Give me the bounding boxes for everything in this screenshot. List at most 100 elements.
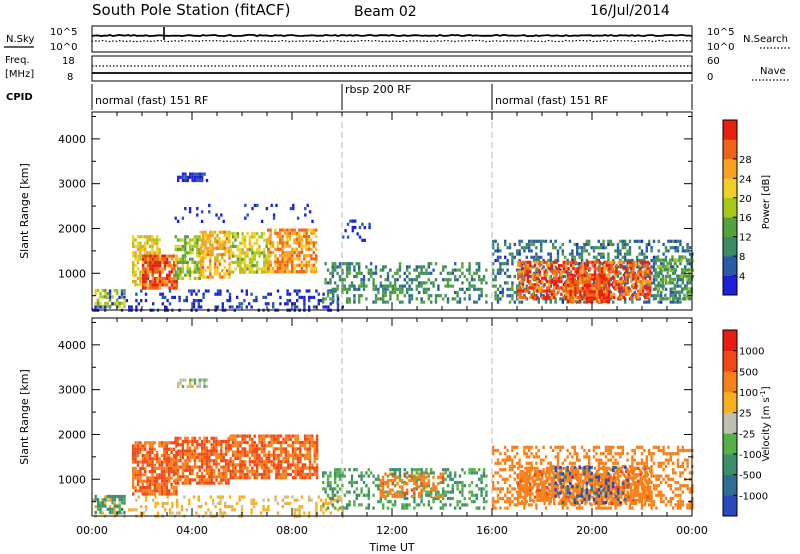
- data-cell: [225, 233, 229, 238]
- data-cell: [197, 498, 200, 502]
- data-cell: [213, 265, 217, 270]
- data-cell: [144, 235, 147, 239]
- data-cell: [506, 268, 509, 272]
- data-cell: [672, 300, 675, 304]
- data-cell: [295, 254, 299, 258]
- data-cell: [583, 283, 587, 287]
- data-cell: [191, 175, 194, 179]
- data-cell: [141, 479, 144, 483]
- data-cell: [263, 260, 266, 265]
- data-cell: [307, 234, 311, 239]
- data-cell: [170, 276, 174, 281]
- data-cell: [410, 478, 414, 483]
- data-cell: [648, 300, 651, 304]
- data-cell: [331, 265, 334, 269]
- data-cell: [334, 287, 337, 291]
- data-cell: [205, 468, 209, 472]
- data-cell: [579, 299, 582, 303]
- data-cell: [571, 293, 575, 297]
- data-cell: [446, 300, 450, 304]
- data-cell: [684, 284, 687, 288]
- data-cell: [649, 286, 652, 290]
- data-cell: [113, 498, 117, 502]
- data-cell: [154, 257, 157, 261]
- data-cell: [430, 281, 433, 285]
- data-cell: [168, 466, 171, 470]
- data-cell: [141, 444, 144, 448]
- data-cell: [217, 481, 221, 485]
- data-cell: [151, 466, 154, 470]
- data-cell: [241, 251, 244, 255]
- data-cell: [136, 260, 140, 264]
- data-cell: [277, 453, 280, 457]
- data-cell: [401, 490, 404, 494]
- data-cell: [265, 460, 268, 464]
- data-cell: [310, 270, 313, 274]
- data-cell: [250, 508, 253, 512]
- data-cell: [144, 444, 147, 448]
- data-cell: [610, 276, 613, 280]
- data-cell: [605, 293, 608, 297]
- data-cell: [265, 241, 268, 245]
- data-cell: [336, 468, 339, 472]
- data-cell: [441, 478, 445, 483]
- data-cell: [142, 254, 145, 258]
- data-cell: [408, 265, 411, 269]
- data-cell: [284, 472, 288, 477]
- data-cell: [499, 506, 502, 510]
- data-cell: [175, 492, 178, 496]
- data-cell: [209, 246, 212, 250]
- data-cell: [293, 305, 296, 309]
- data-cell: [377, 474, 380, 478]
- data-cell: [446, 468, 450, 472]
- data-cell: [188, 210, 192, 214]
- data-cell: [223, 230, 226, 234]
- data-cell: [151, 482, 154, 486]
- data-cell: [627, 292, 630, 296]
- data-cell: [265, 434, 268, 438]
- data-cell: [617, 270, 621, 274]
- data-cell: [535, 294, 538, 298]
- data-cell: [243, 251, 247, 255]
- data-cell: [596, 260, 599, 264]
- data-cell: [420, 500, 423, 504]
- data-cell: [415, 477, 418, 481]
- data-cell: [478, 262, 481, 266]
- data-cell: [562, 283, 565, 287]
- data-cell: [191, 468, 194, 472]
- data-cell: [617, 289, 621, 293]
- data-cell: [686, 246, 689, 250]
- data-cell: [499, 265, 502, 269]
- data-cell: [629, 260, 633, 264]
- data-cell: [413, 478, 416, 483]
- data-cell: [298, 241, 301, 245]
- data-cell: [406, 496, 409, 501]
- data-cell: [208, 468, 211, 472]
- data-cell: [279, 444, 283, 448]
- data-cell: [626, 268, 629, 272]
- data-cell: [199, 269, 202, 273]
- data-cell: [269, 250, 272, 255]
- data-cell: [144, 254, 147, 258]
- data-cell: [544, 490, 548, 494]
- data-cell: [163, 280, 166, 284]
- data-cell: [205, 436, 209, 440]
- data-cell: [141, 457, 144, 461]
- data-cell: [189, 378, 192, 382]
- data-cell: [251, 453, 254, 457]
- data-cell: [186, 384, 189, 389]
- data-cell: [334, 262, 337, 266]
- data-cell: [286, 263, 289, 267]
- data-cell: [213, 269, 217, 273]
- data-cell: [504, 255, 507, 259]
- data-cell: [646, 295, 649, 300]
- data-cell: [544, 268, 548, 272]
- data-cell: [456, 294, 459, 298]
- data-cell: [526, 289, 529, 293]
- data-cell: [306, 434, 309, 438]
- data-cell: [173, 260, 176, 265]
- data-cell: [362, 274, 366, 279]
- data-cell: [158, 457, 161, 461]
- data-cell: [170, 492, 173, 496]
- data-cell: [439, 294, 442, 298]
